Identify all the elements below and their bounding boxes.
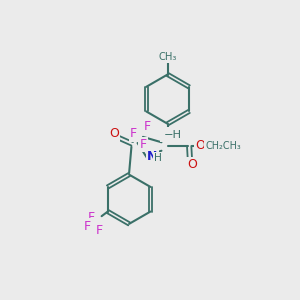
- Text: N: N: [147, 150, 158, 164]
- Text: F: F: [140, 138, 146, 151]
- Text: CH₃: CH₃: [158, 52, 177, 62]
- Text: CH₂CH₃: CH₂CH₃: [205, 141, 241, 151]
- Text: F: F: [96, 224, 103, 236]
- Text: F: F: [87, 211, 94, 224]
- Text: F: F: [130, 127, 137, 140]
- Text: N: N: [162, 128, 172, 141]
- Text: H: H: [154, 153, 162, 164]
- Text: F: F: [143, 120, 150, 134]
- Text: O: O: [187, 158, 197, 171]
- Text: −H: −H: [164, 130, 182, 140]
- Text: O: O: [109, 127, 118, 140]
- Text: O: O: [195, 139, 205, 152]
- Text: F: F: [84, 220, 91, 233]
